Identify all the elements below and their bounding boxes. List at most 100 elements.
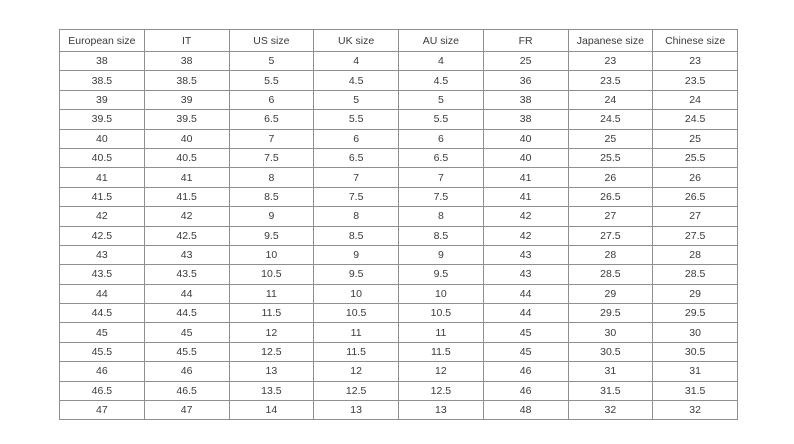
size-conversion-table: European size IT US size UK size AU size FR Ja… [59,29,738,421]
table-cell: 39.5 [143,109,230,130]
table-cell: 46.5 [143,380,230,402]
table-cell: 42.5 [59,225,145,246]
table-cell: 30 [652,322,738,343]
table-cell: 38 [482,109,569,130]
column-header: US size [228,29,315,52]
column-header: European size [59,29,145,52]
table-cell: 13 [228,361,315,382]
column-header: IT [143,29,230,52]
table-cell: 31.5 [567,380,654,402]
table-cell: 40.5 [143,147,230,169]
table-cell: 44 [143,283,230,305]
table-cell: 25 [482,50,569,72]
table-cell: 26.5 [652,186,738,208]
table-cell: 5.5 [313,109,399,130]
table-cell: 40 [59,128,145,149]
table-row: 44 44 11 10 10 44 29 29 [59,283,738,305]
table-cell: 30 [567,322,654,343]
column-header: Japanese size [567,29,654,52]
table-cell: 41.5 [59,186,145,208]
table-cell: 5.5 [228,70,315,91]
table-row: 45.5 45.5 12.5 11.5 11.5 45 30.5 30.5 [59,341,738,363]
table-cell: 44.5 [143,303,230,324]
table-cell: 6.5 [398,147,484,169]
table-cell: 12.5 [398,380,484,402]
table-cell: 25 [567,128,654,149]
table-row: 43.5 43.5 10.5 9.5 9.5 43 28.5 28.5 [59,264,738,285]
table-cell: 10.5 [313,303,399,324]
table-cell: 23 [567,50,654,72]
table-cell: 31 [652,361,738,382]
table-row: 47 47 14 13 13 48 32 32 [59,400,738,421]
table-cell: 41.5 [143,186,230,208]
table-cell: 7 [228,128,315,149]
table-cell: 4 [398,50,484,72]
table-cell: 41 [143,167,230,188]
table-row: 40.5 40.5 7.5 6.5 6.5 40 25.5 25.5 [59,147,738,169]
table-cell: 43 [59,244,145,266]
table-cell: 9.5 [398,264,484,285]
table-cell: 44 [482,303,569,324]
table-cell: 8.5 [398,225,484,246]
table-cell: 30.5 [567,341,654,363]
table-cell: 27.5 [567,225,654,246]
table-cell: 12.5 [228,341,315,363]
table-cell: 26.5 [567,186,654,208]
table-row: 39.5 39.5 6.5 5.5 5.5 38 24.5 24.5 [59,109,738,130]
table-cell: 45.5 [59,341,145,363]
table-cell: 29.5 [567,303,654,324]
table-cell: 10.5 [398,303,484,324]
table-cell: 46 [143,361,230,382]
table-cell: 32 [567,400,654,421]
table-cell: 25 [652,128,738,149]
table-row: 45 45 12 11 11 45 30 30 [59,322,738,343]
table-cell: 13 [398,400,484,421]
table-row: 46 46 13 12 12 46 31 31 [59,361,738,382]
table-row: 44.5 44.5 11.5 10.5 10.5 44 29.5 29.5 [59,303,738,324]
table-cell: 8 [228,167,315,188]
table-cell: 12 [228,322,315,343]
table-row: 43 43 10 9 9 43 28 28 [59,244,738,266]
table-cell: 4.5 [398,70,484,91]
column-header: AU size [398,29,484,52]
table-cell: 4 [313,50,399,72]
table-cell: 45 [59,322,145,343]
table-cell: 39.5 [59,109,145,130]
table-cell: 41 [482,167,569,188]
table-cell: 40.5 [59,147,145,169]
table-cell: 6 [228,89,315,111]
table-cell: 47 [59,400,145,421]
table-cell: 10 [228,244,315,266]
table-cell: 6 [313,128,399,149]
table-cell: 38.5 [59,70,145,91]
table-cell: 24 [652,89,738,111]
table-cell: 11 [313,322,399,343]
table-row: 40 40 7 6 6 40 25 25 [59,128,738,149]
table-cell: 14 [228,400,315,421]
column-header: Chinese size [652,29,738,52]
table-cell: 6 [398,128,484,149]
table-cell: 43 [482,244,569,266]
table-cell: 40 [143,128,230,149]
table-cell: 38 [59,50,145,72]
table-cell: 12.5 [313,380,399,402]
table-body: 38 38 5 4 4 25 23 23 38.5 38.5 5.5 4.5 4.5 36 23.5 23.5… [59,50,738,421]
table-cell: 46 [482,361,569,382]
table-cell: 12 [313,361,399,382]
table-cell: 25.5 [652,147,738,169]
table-cell: 13.5 [228,380,315,402]
table-cell: 25.5 [567,147,654,169]
table-cell: 46.5 [59,380,145,402]
table-cell: 29 [567,283,654,305]
table-cell: 11 [228,283,315,305]
table-cell: 44 [59,283,145,305]
table-cell: 26 [567,167,654,188]
table-cell: 23.5 [652,70,738,91]
table-cell: 38 [482,89,569,111]
table-cell: 5 [398,89,484,111]
table-cell: 5 [228,50,315,72]
table-cell: 42 [482,206,569,227]
table-row: 38 38 5 4 4 25 23 23 [59,50,738,72]
table-cell: 32 [652,400,738,421]
table-cell: 11 [398,322,484,343]
